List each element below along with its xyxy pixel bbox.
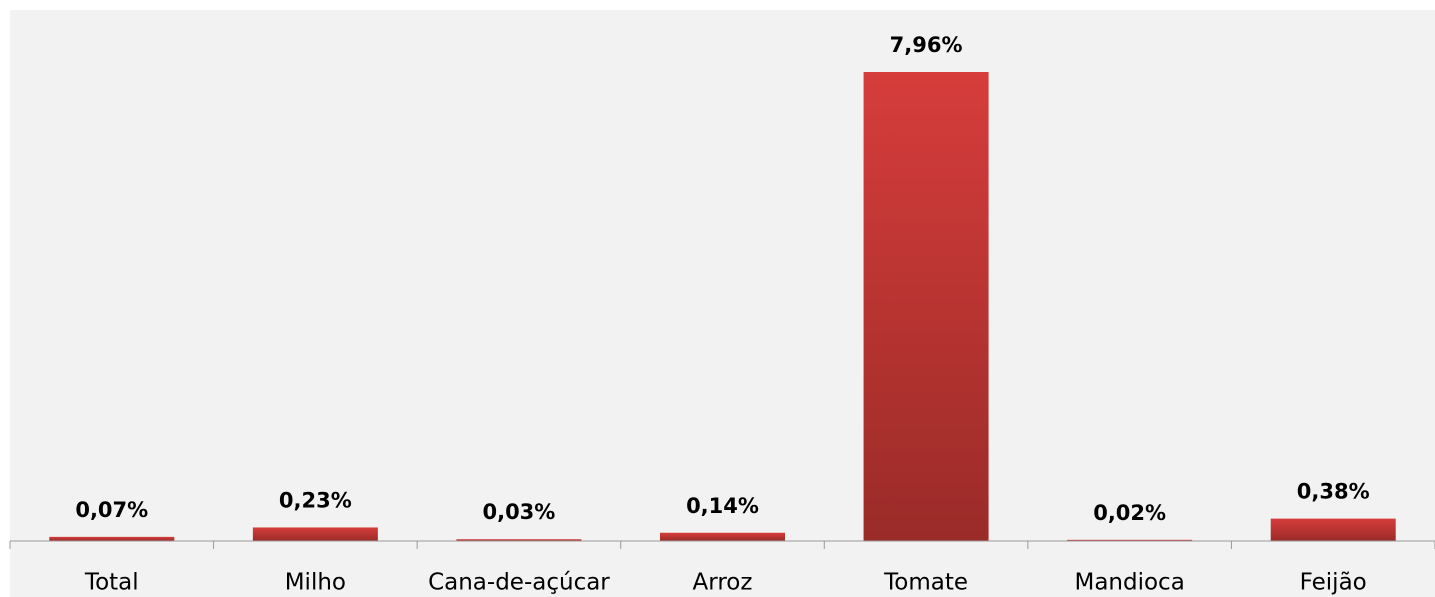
bar	[660, 532, 785, 541]
x-tick-label: Total	[84, 570, 139, 596]
bar	[1270, 518, 1396, 541]
bar	[49, 536, 175, 541]
bar	[456, 539, 582, 541]
bar	[1067, 539, 1193, 541]
value-label: 0,02%	[1093, 501, 1166, 525]
value-label: 0,38%	[1297, 480, 1370, 504]
value-label: 7,96%	[890, 33, 963, 57]
x-tick-label: Tomate	[883, 570, 968, 596]
x-tick-label: Feijão	[1300, 570, 1367, 596]
value-label: 0,03%	[482, 500, 555, 524]
x-tick-label: Mandioca	[1074, 570, 1184, 596]
value-label: 0,07%	[75, 498, 148, 522]
value-label: 0,14%	[686, 494, 759, 518]
x-tick-label: Cana-de-açúcar	[428, 570, 610, 596]
plot-background	[10, 10, 1435, 597]
value-label: 0,23%	[279, 488, 352, 512]
bar	[252, 527, 378, 541]
x-tick-label: Milho	[285, 570, 346, 596]
x-tick-label: Arroz	[693, 570, 753, 596]
bar	[863, 72, 989, 541]
